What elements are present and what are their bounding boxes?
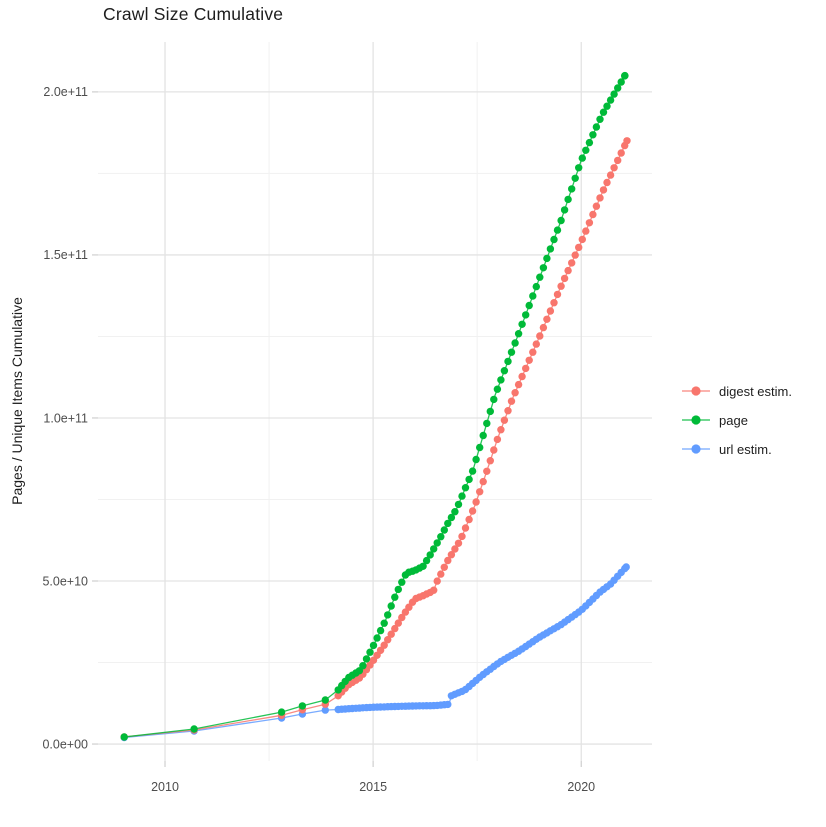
legend-key-digest-estim-icon xyxy=(682,386,710,396)
legend-label-url-estim: url estim. xyxy=(719,441,772,457)
legend-item-page: page xyxy=(681,410,792,430)
series-points-page xyxy=(120,71,629,741)
y-tick-label: 0.0e+00 xyxy=(42,737,88,751)
legend-item-url-estim: url estim. xyxy=(681,439,792,459)
axis-ticks xyxy=(92,91,582,767)
legend-key-page-icon xyxy=(682,415,710,425)
legend: digest estim. page url estim. xyxy=(681,381,792,459)
x-tick-label: 2015 xyxy=(359,780,387,794)
series-url-estim xyxy=(120,563,630,742)
series-digest-estim xyxy=(120,137,631,741)
x-tick-label: 2010 xyxy=(151,780,179,794)
chart-title: Crawl Size Cumulative xyxy=(103,4,284,24)
series-page xyxy=(120,71,629,741)
legend-item-digest-estim: digest estim. xyxy=(681,381,792,401)
y-tick-label: 5.0e+10 xyxy=(42,574,88,588)
x-tick-labels: 2010 2015 2020 xyxy=(151,780,595,794)
y-tick-label: 2.0e+11 xyxy=(43,85,88,99)
legend-label-page: page xyxy=(719,412,748,428)
series-points-digest-estim xyxy=(120,137,631,741)
y-tick-label: 1.0e+11 xyxy=(43,411,88,425)
legend-label-digest-estim: digest estim. xyxy=(719,383,792,399)
x-tick-label: 2020 xyxy=(567,780,595,794)
y-tick-labels: 0.0e+00 5.0e+10 1.0e+11 1.5e+11 2.0e+11 xyxy=(42,85,88,751)
series-points-url-estim xyxy=(120,563,630,742)
y-tick-label: 1.5e+11 xyxy=(43,248,88,262)
legend-key-url-estim-icon xyxy=(682,444,710,454)
